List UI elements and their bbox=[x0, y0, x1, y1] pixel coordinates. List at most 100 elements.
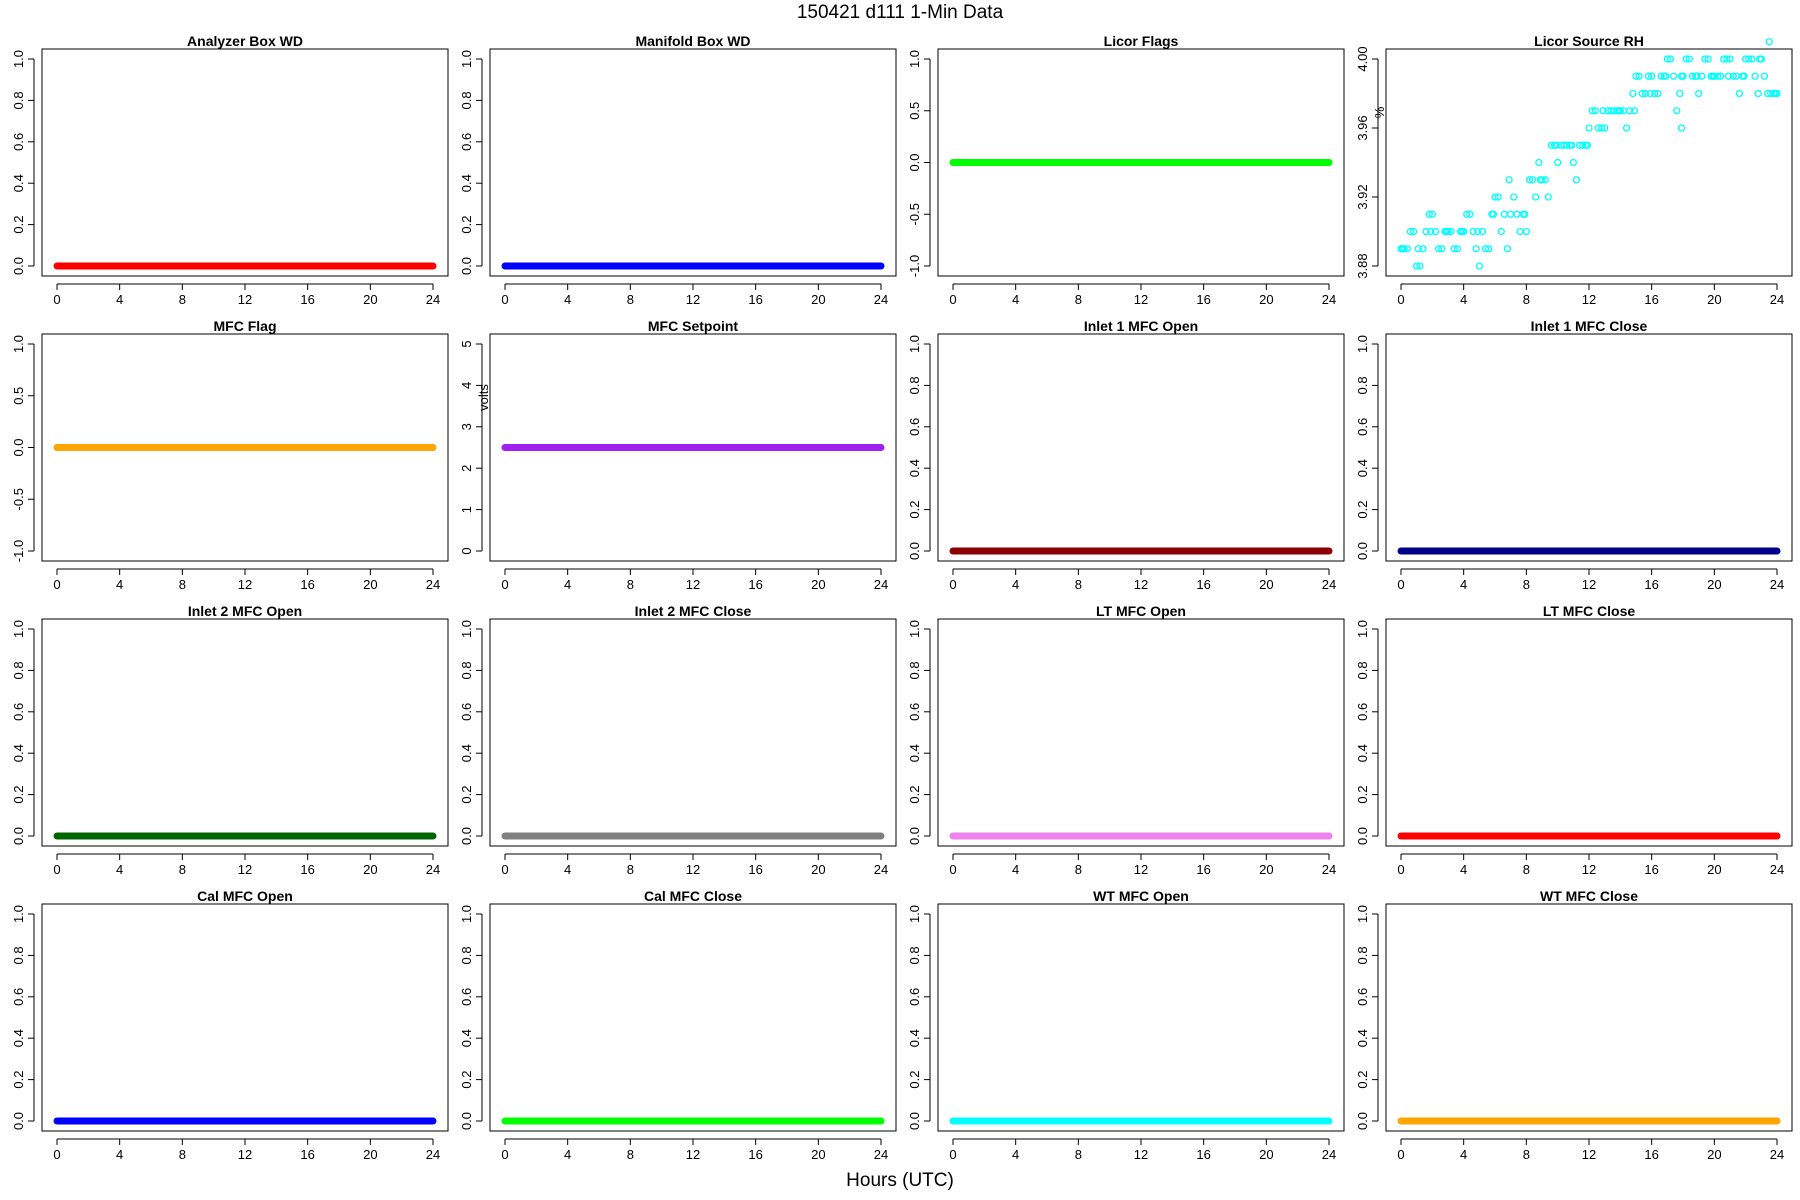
y-tick-label: 0.4 bbox=[1355, 459, 1370, 477]
plot-frame bbox=[1385, 903, 1793, 1132]
data-point bbox=[1583, 141, 1592, 149]
y-axis-label: volts bbox=[476, 384, 491, 411]
x-tick-label: 4 bbox=[116, 1147, 123, 1162]
x-tick-label: 8 bbox=[1075, 292, 1082, 307]
x-tick-label: 12 bbox=[686, 1147, 700, 1162]
data-point bbox=[1701, 55, 1709, 63]
data-point bbox=[1765, 38, 1773, 46]
y-tick-label: 1.0 bbox=[459, 905, 474, 923]
y-tick-label: 0.2 bbox=[11, 216, 26, 234]
data-point bbox=[1677, 124, 1686, 132]
panel-title: Inlet 1 MFC Close bbox=[1531, 318, 1648, 334]
x-tick-label: 4 bbox=[116, 577, 123, 592]
x-tick-label: 8 bbox=[627, 292, 634, 307]
y-tick-label: 1.0 bbox=[11, 905, 26, 923]
x-tick-label: 12 bbox=[1134, 577, 1148, 592]
y-tick-label: 0.0 bbox=[907, 827, 922, 845]
x-tick-label: 12 bbox=[238, 292, 252, 307]
panel-mfc-flag: MFC Flag 0 4 8 12 16 20 24 -1.0 -0.5 0.0 0.5 1.0 bbox=[11, 318, 449, 592]
y-tick-label: 0.4 bbox=[459, 174, 474, 192]
y-tick-label: 0.0 bbox=[11, 827, 26, 845]
x-tick-label: 20 bbox=[363, 292, 377, 307]
x-tick-label: 4 bbox=[1460, 577, 1467, 592]
panel-manifold-box-wd: Manifold Box WD 0 4 8 12 16 20 24 0.0 0.2 0.4 0.6 0.… bbox=[459, 33, 897, 307]
x-tick-label: 4 bbox=[564, 292, 571, 307]
data-point bbox=[1428, 210, 1436, 218]
data-point bbox=[1544, 193, 1552, 201]
data-point bbox=[1713, 72, 1722, 80]
y-tick-label: -0.5 bbox=[11, 488, 26, 510]
data-point bbox=[1447, 227, 1455, 236]
data-point bbox=[1431, 227, 1440, 236]
y-tick-label: 0.6 bbox=[907, 418, 922, 436]
data-point bbox=[1657, 72, 1665, 80]
x-tick-label: 16 bbox=[1644, 1147, 1658, 1162]
data-point bbox=[1450, 245, 1458, 253]
x-tick-label: 4 bbox=[1460, 862, 1467, 877]
y-tick-label: 0.2 bbox=[459, 786, 474, 804]
data-point bbox=[1663, 55, 1671, 63]
x-tick-label: 16 bbox=[300, 577, 314, 592]
y-tick-label: 1 bbox=[459, 506, 474, 513]
y-tick-label: 0.6 bbox=[459, 988, 474, 1006]
data-point bbox=[1724, 72, 1733, 80]
x-tick-label: 24 bbox=[874, 577, 888, 592]
x-tick-label: 4 bbox=[1012, 292, 1019, 307]
panel-title: Cal MFC Close bbox=[644, 888, 742, 904]
x-tick-label: 20 bbox=[1707, 577, 1721, 592]
y-tick-label: 0.6 bbox=[11, 133, 26, 151]
data-point bbox=[1434, 245, 1443, 253]
data-point bbox=[1597, 124, 1606, 132]
panel-title: Manifold Box WD bbox=[635, 33, 750, 49]
y-tick-label: 0.8 bbox=[1355, 661, 1370, 679]
plot-frame bbox=[489, 618, 897, 847]
x-tick-label: 0 bbox=[501, 577, 508, 592]
x-tick-label: 20 bbox=[811, 862, 825, 877]
x-tick-label: 0 bbox=[53, 1147, 60, 1162]
x-tick-label: 8 bbox=[179, 1147, 186, 1162]
data-point bbox=[1669, 72, 1678, 80]
y-tick-label: 1.0 bbox=[1355, 905, 1370, 923]
data-point bbox=[1626, 107, 1634, 115]
plot-frame bbox=[937, 333, 1345, 562]
data-point bbox=[1491, 193, 1499, 201]
x-tick-label: 8 bbox=[179, 862, 186, 877]
data-point bbox=[1615, 107, 1623, 115]
x-tick-label: 0 bbox=[1397, 577, 1404, 592]
x-tick-label: 20 bbox=[1259, 577, 1273, 592]
y-tick-label: 0.4 bbox=[907, 459, 922, 477]
data-point bbox=[1760, 72, 1769, 80]
y-tick-label: 0.6 bbox=[459, 133, 474, 151]
x-tick-label: 24 bbox=[426, 1147, 440, 1162]
x-tick-label: 12 bbox=[1582, 577, 1596, 592]
plot-frame bbox=[937, 903, 1345, 1132]
y-tick-label: 1.0 bbox=[907, 620, 922, 638]
data-point bbox=[1754, 89, 1762, 98]
data-point bbox=[1745, 55, 1753, 63]
data-point bbox=[1522, 227, 1530, 236]
data-point bbox=[1485, 245, 1493, 253]
x-tick-label: 16 bbox=[748, 292, 762, 307]
y-tick-label: 0.0 bbox=[459, 257, 474, 275]
y-tick-label: 1.0 bbox=[11, 50, 26, 68]
panel-title: Licor Flags bbox=[1104, 33, 1179, 49]
panel-wt-mfc-close: WT MFC Close 0 4 8 12 16 20 24 0.0 0.2 0.4 0.6 0.8 1.… bbox=[1355, 888, 1793, 1162]
data-point bbox=[1442, 227, 1451, 236]
x-tick-label: 16 bbox=[300, 1147, 314, 1162]
y-tick-label: 0.0 bbox=[1355, 542, 1370, 560]
x-tick-label: 24 bbox=[1770, 292, 1784, 307]
data-point bbox=[1505, 176, 1513, 184]
data-point bbox=[1735, 89, 1744, 98]
x-tick-label: 4 bbox=[564, 862, 571, 877]
y-tick-label: 0.2 bbox=[907, 501, 922, 519]
panel-analyzer-box-wd: Analyzer Box WD 0 4 8 12 16 20 24 0.0 0.2 0.4 0.6 0.… bbox=[11, 33, 449, 307]
data-point bbox=[1632, 72, 1640, 80]
y-tick-label: 1.0 bbox=[11, 335, 26, 353]
x-tick-label: 0 bbox=[1397, 862, 1404, 877]
panel-title: LT MFC Open bbox=[1096, 603, 1186, 619]
data-point bbox=[1409, 227, 1418, 236]
x-tick-label: 20 bbox=[1259, 292, 1273, 307]
x-tick-label: 0 bbox=[949, 1147, 956, 1162]
data-point bbox=[1419, 245, 1427, 253]
y-tick-label: 0 bbox=[459, 547, 474, 554]
